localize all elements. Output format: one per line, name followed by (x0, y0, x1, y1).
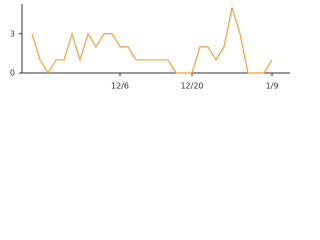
x-tick-label: 1/9 (266, 82, 279, 91)
x-tick-label: 12/20 (180, 82, 203, 91)
x-tick-label: 12/6 (111, 82, 129, 91)
line (31, 7, 273, 75)
chart: 0 3 12/6 12/20 1/9 (10, 4, 290, 91)
y-tick-label: 0 (10, 69, 15, 78)
y-tick-label: 3 (10, 29, 15, 38)
